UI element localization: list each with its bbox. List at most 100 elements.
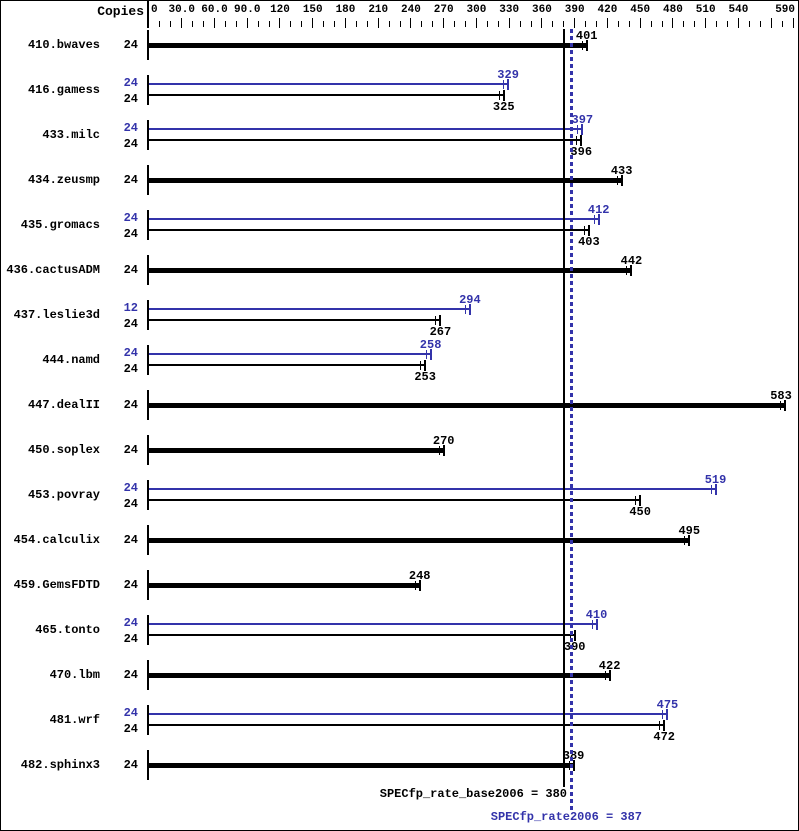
copies-value: 24 [123, 668, 138, 682]
axis-minor-tick [781, 21, 783, 27]
benchmark-name: 444.namd [42, 353, 100, 367]
bar-range-tick [464, 304, 466, 314]
copies-value: 12 [123, 301, 138, 315]
bar-end-tick [666, 708, 669, 720]
bar-range-tick [568, 760, 570, 770]
bar-end-tick [572, 759, 575, 771]
benchmark-name: 436.cactusADM [6, 263, 100, 277]
copies-value: 24 [123, 497, 138, 511]
axis-tick-label: 60.0 [201, 4, 228, 16]
axis-minor-tick [661, 21, 663, 27]
axis-minor-tick [421, 21, 423, 27]
bar-end-tick [585, 39, 588, 51]
bar-range-tick [498, 90, 500, 100]
benchmark-name: 465.tonto [35, 623, 100, 637]
axis-tick-label: 30.0 [168, 4, 195, 16]
result-value-label: 258 [419, 338, 442, 352]
axis-minor-tick [355, 21, 357, 27]
copies-value: 24 [123, 362, 138, 376]
copies-value: 24 [123, 38, 138, 52]
bar-end-tick [595, 618, 598, 630]
bar-end-tick [418, 579, 421, 591]
row-axis-spine [147, 480, 149, 510]
result-bar [149, 762, 574, 768]
axis-major-tick [475, 18, 477, 28]
axis-minor-tick [224, 21, 226, 27]
axis-tick-label: 180 [335, 4, 356, 16]
axis-major-tick [541, 18, 543, 28]
copies-value: 24 [123, 317, 138, 331]
result-value-label: 583 [770, 389, 792, 403]
axis-minor-tick [170, 21, 172, 27]
result-value-label: 403 [578, 235, 600, 249]
bar-range-tick [591, 619, 593, 629]
bar-end-tick [468, 303, 471, 315]
bar-range-tick [435, 315, 437, 325]
axis-tick-label: 90.0 [234, 4, 261, 16]
copies-value: 24 [123, 346, 138, 360]
result-value-label: 294 [459, 293, 481, 307]
result-bar [149, 488, 716, 490]
result-value-label: 248 [408, 569, 431, 583]
axis-tick-label: 150 [302, 4, 323, 16]
axis-minor-tick [235, 21, 237, 27]
result-bar [149, 229, 589, 231]
result-value-label: 472 [653, 730, 675, 744]
axis-minor-tick [257, 21, 259, 27]
benchmark-name: 450.soplex [27, 443, 100, 457]
bar-end-tick [663, 719, 666, 731]
result-bar [149, 94, 504, 96]
row-axis-spine [147, 345, 149, 375]
axis-minor-tick [694, 21, 696, 27]
axis-minor-tick [486, 21, 488, 27]
result-bar [149, 218, 599, 220]
bar-end-tick [424, 359, 427, 371]
result-value-label: 401 [575, 29, 598, 43]
benchmark-name: 437.leslie3d [13, 308, 100, 322]
copies-value: 24 [123, 121, 138, 135]
copies-value: 24 [123, 227, 138, 241]
bar-range-tick [684, 535, 686, 545]
axis-tick-label: 510 [695, 4, 716, 16]
result-bar [149, 402, 786, 408]
axis-tick-label: 450 [630, 4, 651, 16]
bar-range-tick [662, 709, 664, 719]
result-value-label: 433 [610, 164, 633, 178]
axis-major-tick [312, 18, 314, 28]
axis-minor-tick [323, 21, 325, 27]
bar-end-tick [442, 444, 445, 456]
copies-value: 24 [123, 92, 138, 106]
axis-minor-tick [628, 21, 630, 27]
copies-value: 24 [123, 481, 138, 495]
axis-major-tick [246, 18, 248, 28]
copies-value: 24 [123, 533, 138, 547]
axis-minor-tick [268, 21, 270, 27]
row-axis-spine [147, 210, 149, 240]
axis-tick-label: 240 [401, 4, 421, 16]
bar-range-tick [583, 225, 585, 235]
benchmark-name: 453.povray [27, 488, 100, 502]
axis-tick-label: 210 [368, 4, 389, 16]
bar-range-tick [780, 400, 782, 410]
axis-origin-spine [147, 1, 149, 28]
axis-minor-tick [759, 21, 761, 27]
axis-major-tick [606, 18, 608, 28]
result-bar [149, 139, 582, 141]
bar-end-tick [784, 399, 787, 411]
result-bar [149, 672, 610, 678]
result-value-label: 442 [620, 254, 643, 268]
result-value-label: 412 [587, 203, 610, 217]
bar-range-tick [604, 670, 606, 680]
row-axis-spine [147, 255, 149, 285]
result-value-label: 397 [571, 113, 594, 127]
copies-value: 24 [123, 722, 138, 736]
axis-minor-tick [432, 21, 434, 27]
axis-major-tick [181, 18, 183, 28]
row-axis-spine [147, 75, 149, 105]
axis-minor-tick [334, 21, 336, 27]
result-value-label: 389 [562, 749, 585, 763]
axis-minor-tick [290, 21, 292, 27]
bar-range-tick [420, 360, 422, 370]
result-bar [149, 353, 431, 355]
bar-range-tick [425, 349, 427, 359]
